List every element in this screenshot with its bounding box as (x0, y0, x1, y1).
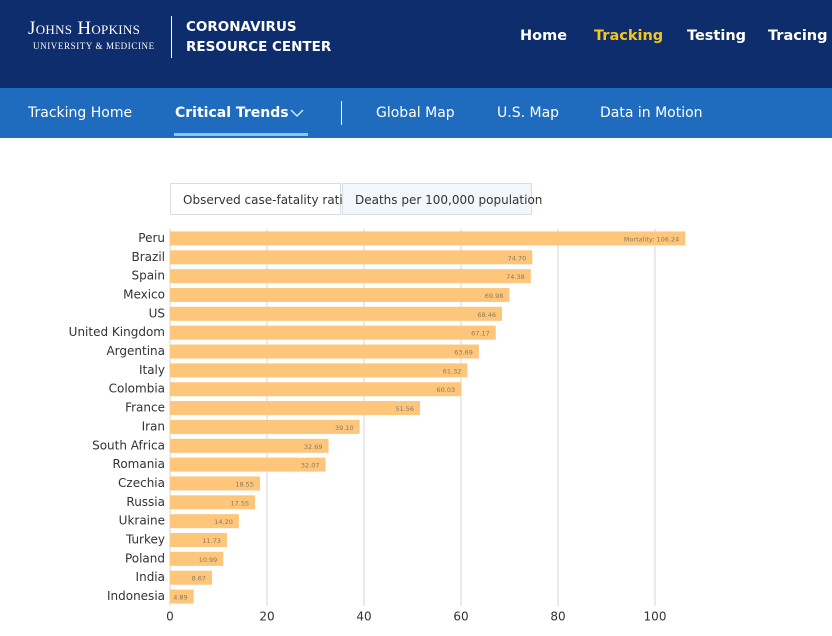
bar (170, 344, 479, 359)
y-tick-label: Iran (142, 419, 165, 433)
bar (170, 419, 360, 434)
subnav-link[interactable]: Critical Trends (175, 105, 289, 121)
y-tick-label: Brazil (132, 250, 166, 264)
active-underline (174, 133, 308, 136)
nav-link[interactable]: Tracing (768, 28, 828, 44)
value-label: 51.56 (395, 405, 414, 413)
y-tick-label: South Africa (92, 438, 165, 452)
logo-name[interactable]: Johns Hopkins (28, 18, 141, 39)
nav-link[interactable]: Testing (687, 28, 747, 44)
value-label: 10.99 (199, 556, 218, 564)
x-tick-label: 20 (259, 610, 274, 624)
value-label: 67.17 (471, 330, 490, 338)
y-tick-label: France (125, 401, 165, 415)
bar (170, 533, 227, 548)
bar (170, 231, 686, 246)
y-tick-label: Colombia (109, 382, 165, 396)
y-tick-label: Czechia (118, 476, 165, 490)
bar (170, 401, 421, 416)
value-label: 18.55 (235, 480, 254, 488)
bar (170, 363, 468, 378)
value-label: 63.69 (454, 349, 473, 357)
value-label: 32.69 (304, 443, 323, 451)
value-label: 14.20 (214, 518, 233, 526)
value-label: 74.38 (506, 273, 525, 281)
subnav-link[interactable]: Tracking Home (28, 105, 133, 121)
bar (170, 495, 256, 510)
subnav-link[interactable]: U.S. Map (497, 105, 560, 121)
x-tick-label: 80 (550, 610, 565, 624)
x-tick-label: 60 (453, 610, 468, 624)
y-tick-label: Mexico (123, 287, 165, 301)
bar (170, 269, 531, 284)
y-tick-label: US (149, 306, 165, 320)
bar (170, 457, 326, 472)
value-label: 69.98 (485, 292, 504, 300)
sub-nav: Tracking Home Critical Trends Global Map… (0, 88, 832, 138)
subnav-link[interactable]: Global Map (376, 105, 455, 121)
value-label: 74.70 (508, 254, 527, 262)
bar (170, 325, 496, 340)
value-label: 4.89 (173, 594, 187, 602)
value-label: 68.46 (477, 311, 496, 319)
value-label: 8.67 (192, 575, 206, 583)
value-label: 11.73 (202, 537, 221, 545)
y-tick-label: Indonesia (107, 589, 165, 603)
bar (170, 514, 239, 529)
bar (170, 438, 329, 453)
site-title[interactable]: CORONAVIRUS (186, 19, 297, 35)
y-tick-label: Argentina (106, 344, 165, 358)
value-label: 61.32 (443, 367, 462, 375)
y-tick-label: Ukraine (119, 514, 165, 528)
bar (170, 570, 213, 585)
bar (170, 306, 503, 321)
value-label: Mortality: 106.24 (624, 235, 679, 243)
bar (170, 551, 224, 566)
bar (170, 589, 194, 604)
divider (341, 101, 342, 125)
bar (170, 250, 533, 265)
bar (170, 476, 260, 491)
x-tick-label: 40 (356, 610, 371, 624)
top-header: Johns Hopkins University & Medicine CORO… (0, 0, 832, 88)
y-tick-label: Italy (139, 363, 165, 377)
value-label: 39.10 (335, 424, 354, 432)
y-tick-label: Russia (126, 495, 165, 509)
value-label: 17.55 (231, 499, 250, 507)
subnav-link[interactable]: Data in Motion (600, 105, 703, 121)
nav-link[interactable]: Tracking (594, 28, 664, 44)
logo-sub: University & Medicine (33, 41, 155, 51)
x-tick-label: 100 (644, 610, 667, 624)
chevron (290, 109, 304, 118)
y-tick-label: Poland (125, 551, 165, 565)
tab[interactable]: Observed case-fatality ratio (170, 183, 350, 215)
y-tick-label: India (136, 570, 165, 584)
y-tick-label: Spain (131, 269, 165, 283)
y-tick-label: United Kingdom (69, 325, 165, 339)
value-label: 32.07 (301, 462, 320, 470)
x-tick-label: 0 (166, 610, 174, 624)
y-tick-label: Romania (113, 457, 165, 471)
value-label: 60.03 (437, 386, 456, 394)
y-tick-label: Peru (138, 231, 165, 245)
bar (170, 382, 462, 397)
tab[interactable]: Deaths per 100,000 population (342, 183, 542, 215)
nav-link[interactable]: Home (520, 28, 568, 44)
bar (170, 287, 510, 302)
y-tick-label: Turkey (125, 533, 165, 547)
divider (171, 16, 172, 58)
site-title[interactable]: RESOURCE CENTER (186, 39, 332, 55)
